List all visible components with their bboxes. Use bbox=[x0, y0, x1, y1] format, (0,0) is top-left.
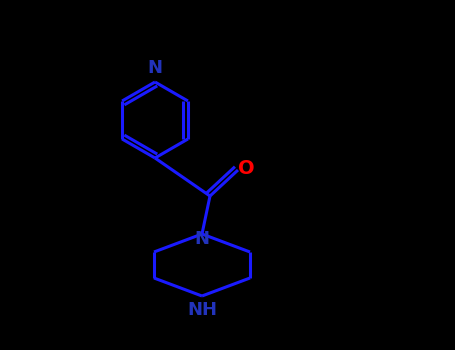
Text: O: O bbox=[238, 159, 254, 177]
Text: N: N bbox=[147, 59, 162, 77]
Text: NH: NH bbox=[187, 301, 217, 319]
Text: N: N bbox=[194, 230, 209, 248]
